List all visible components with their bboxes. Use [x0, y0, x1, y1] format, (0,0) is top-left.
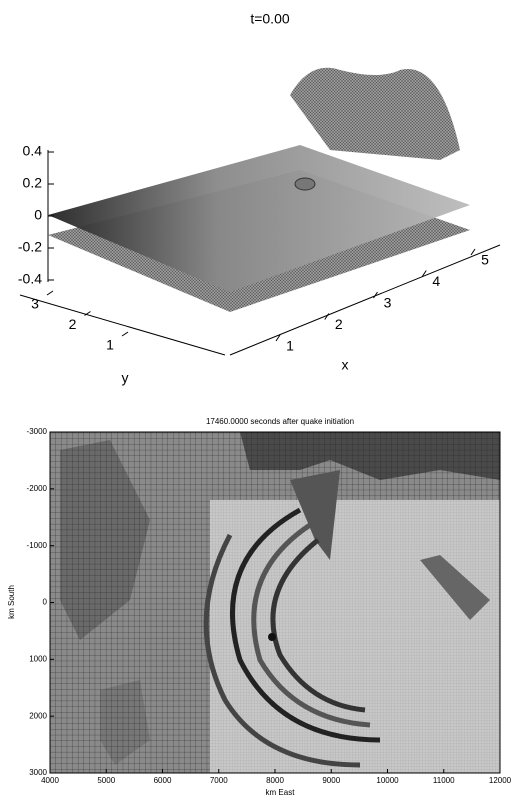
land — [290, 470, 340, 560]
x-tick-label: 2 — [335, 316, 343, 332]
surface-ripple — [294, 177, 316, 191]
x-tick-label: 5 — [481, 252, 489, 268]
y-tick-label: 0 — [43, 598, 48, 607]
x-tick-label: 6000 — [154, 776, 172, 785]
y-tick-label: 2000 — [29, 711, 47, 720]
x-tick-label: 7000 — [210, 776, 228, 785]
chart-title: t=0.00 — [250, 11, 290, 27]
x-label: x — [342, 357, 349, 373]
x-tick-label: 4000 — [41, 776, 59, 785]
surface-bump — [290, 67, 460, 160]
y-label: km South — [7, 585, 16, 619]
x-tick — [421, 270, 427, 277]
y-tick — [46, 290, 54, 296]
x-tick-label: 3 — [384, 295, 392, 311]
y-tick-label: 1000 — [29, 654, 47, 663]
x-tick-label: 8000 — [266, 776, 284, 785]
y-tick — [121, 331, 129, 337]
x-tick-label: 5000 — [97, 776, 115, 785]
x-tick-label: 12000 — [489, 776, 512, 785]
x-tick-label: 4 — [432, 273, 440, 289]
z-tick-label: -0.2 — [18, 239, 42, 255]
y-tick-label: -1000 — [27, 541, 48, 550]
epicenter — [268, 633, 276, 641]
y-tick-label: 3 — [31, 296, 39, 312]
z-tick-label: -0.4 — [18, 271, 42, 287]
y-tick-label: 2 — [69, 316, 77, 332]
x-tick-label: 11000 — [433, 776, 455, 785]
y-label: y — [122, 370, 129, 386]
z-tick-label: 0 — [34, 207, 42, 223]
y-tick-label: 1 — [106, 337, 114, 353]
z-tick-label: 0.4 — [23, 143, 43, 159]
y-tick-label: -3000 — [27, 427, 48, 436]
y-tick — [84, 311, 91, 316]
x-axis — [229, 244, 501, 356]
x-tick-label: 1 — [286, 338, 294, 354]
upper-surface — [48, 145, 470, 292]
x-tick-label: 9000 — [322, 776, 340, 785]
z-tick-label: 0.2 — [23, 175, 43, 191]
chart-title: 17460.0000 seconds after quake initiatio… — [206, 417, 354, 426]
y-tick-label: 3000 — [29, 768, 47, 777]
x-tick — [275, 334, 281, 342]
x-tick — [324, 313, 330, 320]
y-tick-label: -2000 — [27, 484, 48, 493]
surface-plot: t=0.00 x y — [19, 11, 501, 386]
land — [420, 555, 490, 620]
y-axis — [19, 294, 226, 356]
x-tick — [470, 248, 476, 256]
x-tick — [373, 291, 378, 299]
x-label: km East — [266, 788, 296, 797]
x-tick-label: 10000 — [376, 776, 399, 785]
wave-fronts — [203, 507, 381, 768]
map-plot: 17460.0000 seconds after quake initiatio… — [7, 417, 501, 797]
